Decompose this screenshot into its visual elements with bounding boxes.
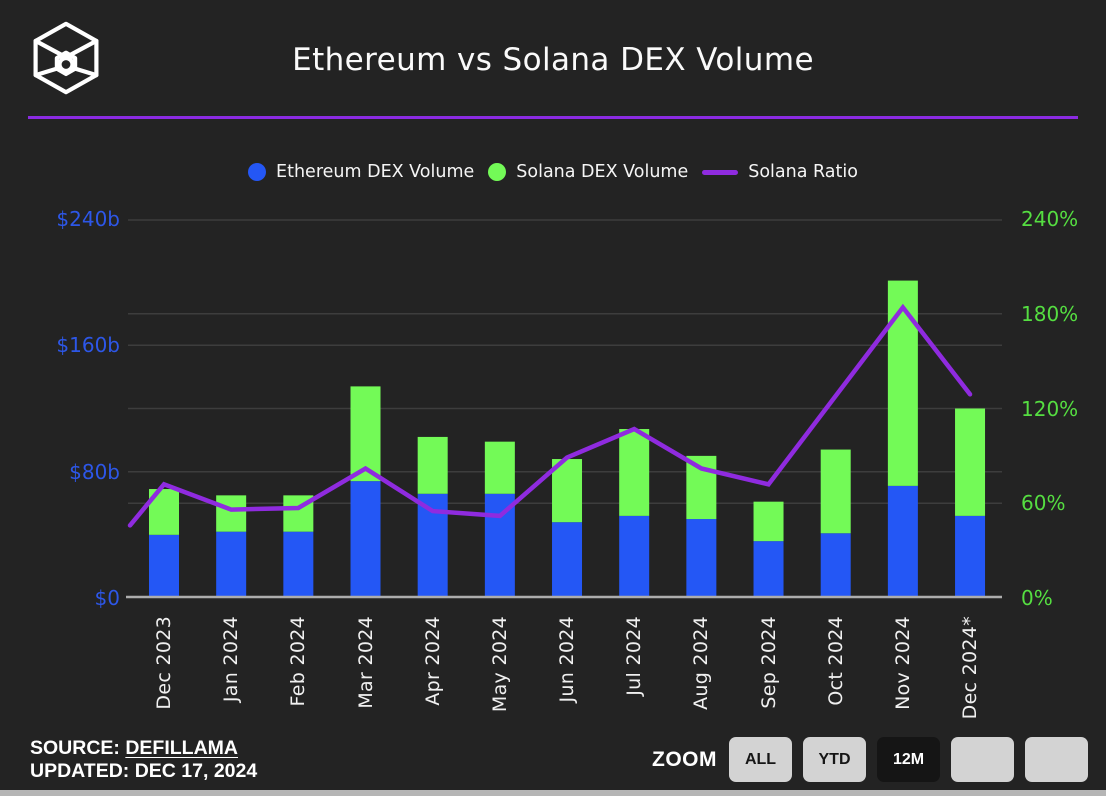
ytick-right-label: 0% [1021,586,1053,610]
x-axis-label: Mar 2024 [354,616,377,709]
x-axis-label: Apr 2024 [421,616,444,706]
ytick-right-label: 120% [1021,396,1079,421]
eth-bar-sep-2024[interactable] [753,541,784,598]
source-block: SOURCE: DEFILLAMA UPDATED: DEC 17, 2024 [30,737,257,783]
sol-bar-may-2024[interactable] [484,441,515,494]
sol-bar-jun-2024[interactable] [552,459,583,523]
sol-bar-aug-2024[interactable] [686,455,717,520]
ytick-left-label: $0 [94,586,120,610]
x-axis-label: Dec 2023 [153,616,175,710]
ytick-right-label: 60% [1021,491,1066,516]
eth-bar-aug-2024[interactable] [686,519,717,598]
eth-bar-mar-2024[interactable] [350,481,381,598]
eth-bar-may-2024[interactable] [484,493,515,598]
legend-label: Ethereum DEX Volume [276,162,475,182]
sol-bar-nov-2024[interactable] [887,280,918,486]
ytick-right-label: 180% [1021,301,1079,326]
ratio-line-icon [702,169,739,175]
zoom-button-ytd[interactable]: YTD [803,737,866,782]
zoom-label: ZOOM [652,747,717,771]
eth-bar-jul-2024[interactable] [619,515,650,598]
legend-item-solana-ratio[interactable]: Solana Ratio [702,162,858,182]
x-axis-label: Oct 2024 [824,616,847,706]
ytick-left-label: $240b [56,207,120,231]
cube-wireframe-logo-icon [33,21,99,95]
source-link[interactable]: DEFILLAMA [125,737,238,759]
sol-bar-dec-2024-[interactable] [955,408,986,516]
solana-dot-icon [488,163,507,181]
zoom-button-12m[interactable]: 12M [877,737,940,782]
sol-bar-sep-2024[interactable] [753,501,784,542]
sol-bar-mar-2024[interactable] [350,386,381,482]
sol-bar-jan-2024[interactable] [216,495,247,532]
source-label: SOURCE: [30,737,120,759]
eth-bar-nov-2024[interactable] [887,485,918,598]
legend-label: Solana DEX Volume [516,162,689,182]
ytick-right-label: 240% [1021,207,1079,231]
x-axis-label: Jan 2024 [220,616,243,703]
legend-label: Solana Ratio [748,162,858,182]
eth-bar-jan-2024[interactable] [216,531,247,598]
x-axis-label: Aug 2024 [690,616,713,710]
page-title: Ethereum vs Solana DEX Volume [292,42,814,78]
bottom-strip [0,790,1106,796]
legend-item-ethereum[interactable]: Ethereum DEX Volume [248,162,474,182]
solana-ratio-line[interactable] [127,303,973,528]
zoom-controls: ZOOM ALL YTD 12M [652,737,1088,782]
x-axis-label: Jul 2024 [623,616,646,696]
legend-item-solana[interactable]: Solana DEX Volume [488,162,688,182]
chart-plot-area [126,219,1002,599]
eth-bar-dec-2024-[interactable] [955,515,986,598]
ytick-left-label: $160b [56,333,120,358]
eth-bar-oct-2024[interactable] [820,533,851,598]
zoom-button-4[interactable] [951,737,1014,782]
sol-bar-jul-2024[interactable] [619,429,650,516]
x-axis-label: Feb 2024 [287,616,310,707]
sol-bar-oct-2024[interactable] [820,449,851,534]
zoom-button-5[interactable] [1025,737,1088,782]
eth-bar-dec-2023[interactable] [149,534,179,598]
x-axis-label: Jun 2024 [556,616,579,703]
x-axis-label: Dec 2024* [959,616,982,720]
ytick-left-label: $80b [69,459,120,484]
chart-legend: Ethereum DEX Volume Solana DEX Volume So… [0,155,1106,189]
header-divider [28,116,1078,119]
eth-bar-jun-2024[interactable] [552,522,583,598]
ethereum-dot-icon [248,163,267,181]
updated-label: UPDATED: DEC 17, 2024 [30,760,258,782]
zoom-button-all[interactable]: ALL [729,737,792,782]
x-axis-label: Sep 2024 [757,616,780,709]
sol-bar-apr-2024[interactable] [417,436,448,494]
x-axis-label: Nov 2024 [891,616,914,710]
x-axis-label: May 2024 [488,616,511,713]
eth-bar-feb-2024[interactable] [283,531,314,598]
